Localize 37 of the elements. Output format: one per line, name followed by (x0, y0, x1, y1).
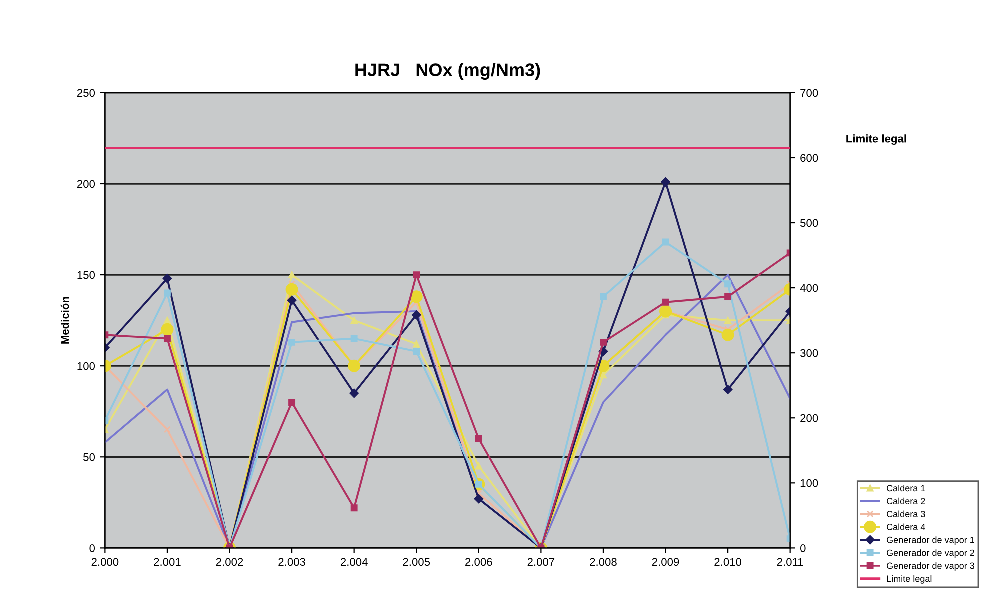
legend-label: Caldera 2 (887, 498, 926, 505)
y2-tick-label: 600 (800, 154, 818, 162)
y-tick-label: 200 (77, 180, 96, 188)
text: Limite legal (846, 134, 906, 146)
y-axis-title: Medición (60, 297, 70, 344)
legend-label: Limite legal (887, 575, 932, 584)
legend-label: Generador de vapor 1 (887, 536, 974, 546)
y-tick-label: 250 (77, 89, 96, 98)
y-tick-label: 150 (78, 271, 96, 280)
x-tick-label: 2.010 (714, 558, 742, 566)
x-tick-label: 2.002 (216, 558, 244, 566)
y-tick-label: 50 (84, 453, 96, 462)
x-tick-label: 2.005 (403, 558, 430, 566)
x-tick-label: 2.009 (652, 558, 680, 566)
y-tick-label: 100 (78, 362, 96, 370)
y2-tick-label: 100 (800, 479, 818, 488)
x-tick-label: 2.003 (278, 558, 306, 566)
x-tick-label: 2.008 (590, 558, 617, 566)
legend-label: Caldera 1 (887, 484, 926, 492)
legend-label: Generador de vapor 2 (887, 550, 974, 558)
y-tick-label: 0 (90, 544, 96, 552)
legend-label: Caldera 3 (887, 510, 926, 518)
legend-label: Generador de vapor 3 (887, 562, 974, 571)
x-tick-label: 2.001 (154, 558, 181, 566)
y2-tick-label: 300 (800, 349, 818, 358)
x-tick-label: 2.000 (92, 558, 119, 566)
legend-label: Caldera 4 (887, 524, 926, 530)
x-tick-label: 2.007 (528, 558, 555, 566)
x-tick-label: 2.006 (466, 558, 492, 566)
y2-tick-label: 400 (800, 284, 818, 292)
y2-tick-label: 0 (800, 544, 806, 552)
x-tick-label: 2.004 (340, 558, 368, 566)
y2-tick-label: 200 (800, 414, 818, 422)
x-tick-label: 2.011 (777, 558, 804, 566)
y2-tick-label: 500 (800, 219, 818, 228)
y2-tick-label: 700 (800, 89, 818, 98)
chart-title: HJRJ NOx (mg/Nm3) (356, 63, 540, 80)
